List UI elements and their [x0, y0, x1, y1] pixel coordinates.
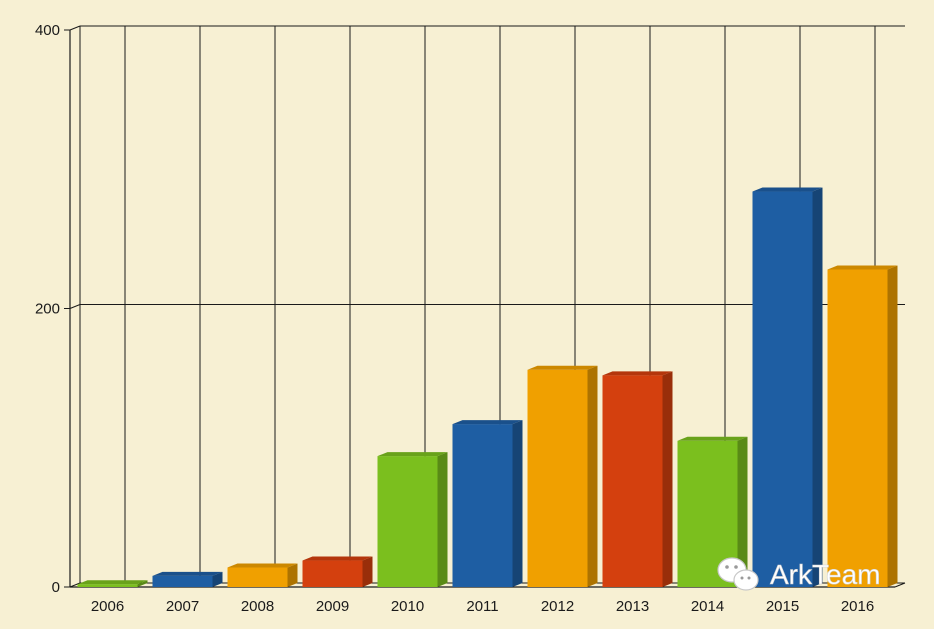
x-tick-label: 2007: [166, 598, 199, 615]
bar-side: [887, 265, 898, 587]
y-tick-label: 400: [35, 22, 60, 39]
bar-top: [602, 371, 673, 376]
bar-side: [362, 556, 373, 587]
bar-top: [677, 436, 748, 441]
bar-2008: [227, 563, 298, 587]
bar-top: [152, 571, 223, 576]
x-tick-label: 2014: [691, 598, 724, 615]
bar-side: [287, 563, 298, 587]
labels-layer: 0 200 400 2006 2007 2008 2009 2010 2011 2012 2013 2…: [35, 22, 874, 615]
x-tick-label: 2016: [841, 598, 874, 615]
bar-side: [212, 571, 223, 587]
x-tick-label: 2008: [241, 598, 274, 615]
bar-2007: [152, 571, 223, 587]
bar-top: [752, 187, 823, 192]
x-tick-label: 2013: [616, 598, 649, 615]
y-tick-label: 200: [35, 301, 60, 318]
axis-depth-line: [69, 304, 81, 309]
axis-depth-line: [69, 25, 81, 31]
bar-front: [152, 575, 213, 587]
bar-2009: [302, 556, 373, 587]
bar-2012: [527, 365, 598, 587]
bar-side: [512, 420, 523, 587]
bar-front: [527, 369, 588, 587]
wechat-icon: [717, 557, 759, 591]
bar-side: [587, 365, 598, 587]
x-tick-label: 2009: [316, 598, 349, 615]
bar-top: [452, 420, 523, 425]
bar-side: [812, 187, 823, 587]
bar-front: [377, 456, 438, 587]
x-tick-label: 2011: [466, 598, 498, 615]
bar-top: [77, 580, 148, 585]
bar-side: [437, 452, 448, 587]
bar-front: [302, 560, 363, 587]
bar-2016: [827, 265, 898, 587]
bar-front: [452, 424, 513, 587]
bar-front: [602, 375, 663, 587]
axis-depth-line: [69, 582, 81, 588]
bar-side: [137, 580, 148, 587]
bar-side: [737, 436, 748, 587]
x-tick-label: 2015: [766, 598, 799, 615]
bar-front: [752, 191, 813, 587]
bar-front: [827, 269, 888, 587]
x-tick-label: 2012: [541, 598, 574, 615]
x-tick-label: 2010: [391, 598, 424, 615]
bar-top: [527, 365, 598, 370]
bar-top: [377, 452, 448, 457]
bar-2010: [377, 452, 448, 587]
x-axis-depth-line: [894, 582, 906, 588]
bar-side: [662, 371, 673, 587]
bar-2015: [752, 187, 823, 587]
bar-top: [227, 563, 298, 568]
bar-front: [227, 567, 288, 587]
y-tick-label: 0: [52, 579, 60, 596]
bar-2013: [602, 371, 673, 587]
watermark-text: ArkTeam: [770, 559, 880, 590]
bar-2006: [77, 580, 148, 587]
watermark: ArkTeam: [717, 557, 881, 591]
bar-top: [827, 265, 898, 270]
bar-front: [77, 584, 138, 587]
bar-2011: [452, 420, 523, 587]
bar-top: [302, 556, 373, 561]
x-tick-label: 2006: [91, 598, 124, 615]
